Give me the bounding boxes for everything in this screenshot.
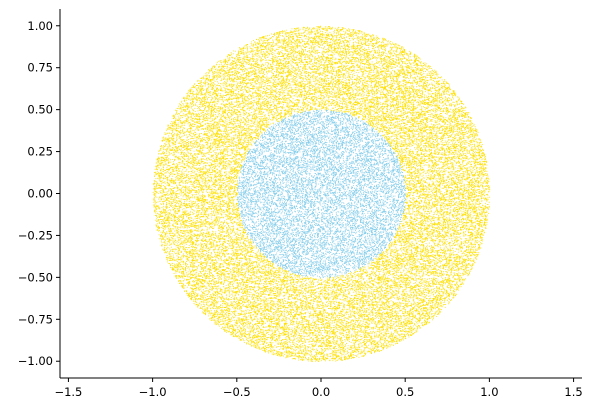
y-tick-label: −0.75 — [18, 312, 53, 326]
scatter-series-1 — [236, 109, 406, 279]
x-axis-ticks: −1.5 −1.0 −0.5 0.0 0.5 1.0 1.5 — [54, 378, 583, 399]
x-tick-label: −0.5 — [223, 385, 251, 399]
x-tick-label: −1.0 — [139, 385, 167, 399]
scatter-series-layer — [152, 25, 491, 362]
y-axis-ticks: 1.00 0.75 0.50 0.25 0.00 −0.25 −0.50 −0.75 −1.00 — [18, 19, 60, 368]
scatter-series-0 — [152, 25, 491, 362]
x-tick-label: 0.0 — [312, 385, 330, 399]
y-tick-label: −0.25 — [18, 228, 53, 242]
x-tick-label: −1.5 — [54, 385, 82, 399]
y-tick-label: 0.50 — [27, 103, 53, 117]
y-tick-label: 0.00 — [27, 187, 53, 201]
x-tick-label: 1.5 — [564, 385, 582, 399]
y-tick-label: −0.50 — [18, 270, 53, 284]
y-tick-label: 1.00 — [27, 19, 53, 33]
x-tick-label: 1.0 — [480, 385, 498, 399]
y-tick-label: 0.75 — [27, 61, 53, 75]
scatter-points — [236, 109, 406, 279]
x-tick-label: 0.5 — [396, 385, 414, 399]
scatter-points — [152, 25, 491, 362]
y-tick-label: −1.00 — [18, 354, 53, 368]
y-tick-label: 0.25 — [27, 145, 53, 159]
